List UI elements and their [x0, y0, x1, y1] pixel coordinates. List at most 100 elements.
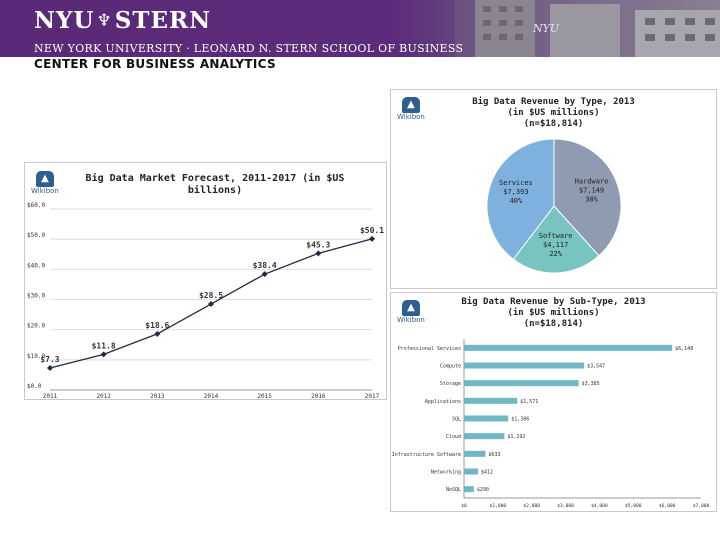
bar-5 — [464, 433, 505, 440]
bar-value-label-6: $633 — [488, 452, 500, 458]
bar-category-label-5: Cloud — [446, 434, 461, 440]
bar-xtick-label-7: $7,000 — [693, 503, 710, 509]
line-point-6 — [369, 235, 375, 242]
line-xtick-label-3: 2014 — [204, 393, 219, 399]
bar-xtick-label-3: $3,000 — [557, 503, 574, 509]
pie-chart-title: Big Data Revenue by Type, 2013 (in $US m… — [431, 97, 676, 130]
pie-title-line-3: (n=$18,814) — [523, 119, 584, 129]
line-xtick-label-0: 2011 — [43, 393, 58, 399]
pie-label-services-1: $7,393 — [503, 188, 528, 196]
bar-title-line-2: (in $US millions) — [507, 308, 600, 318]
line-data-label-5: $45.3 — [306, 240, 330, 249]
line-xtick-label-2: 2013 — [150, 393, 165, 399]
bar-1 — [464, 362, 585, 369]
line-xtick-label-5: 2016 — [311, 393, 326, 399]
pie-label-hardware-0: Hardware — [575, 178, 609, 186]
line-ytick-label-0: $0.0 — [27, 383, 42, 390]
line-point-1 — [100, 351, 107, 358]
bar-chart: $0 $1,000 $2,000 $3,000 $4,000 $5,000 $6,000 $7… — [392, 339, 710, 509]
line-data-label-0: $7.3 — [40, 355, 59, 364]
bar-title-line-1: Big Data Revenue by Sub-Type, 2013 — [461, 297, 646, 307]
line-data-label-4: $38.4 — [253, 261, 277, 270]
wikibon-icon: ▲ — [35, 171, 54, 187]
wikibon-label: Wikibon — [31, 187, 59, 195]
pie-label-software-0: Software — [539, 232, 573, 240]
bar-title-line-3: (n=$18,814) — [523, 319, 584, 329]
bar-value-label-0: $6,148 — [675, 346, 693, 352]
line-ytick-label-4: $40.0 — [27, 262, 45, 269]
pie-title-line-1: Big Data Revenue by Type, 2013 — [472, 97, 635, 107]
center-name: CENTER FOR BUSINESS ANALYTICS — [34, 57, 276, 71]
bar-category-label-4: SQL — [452, 417, 461, 423]
bar-xtick-label-4: $4,000 — [591, 503, 608, 509]
bar-6 — [464, 450, 486, 457]
pie-slice-hardware — [553, 138, 622, 257]
line-xtick-label-1: 2012 — [96, 393, 111, 399]
wikibon-label-2: Wikibon — [397, 113, 425, 121]
building-photo — [455, 0, 720, 57]
pie-label-hardware-2: 38% — [585, 196, 598, 204]
bar-category-label-2: Storage — [440, 381, 461, 387]
wikibon-logo: ▲ Wikibon — [31, 171, 59, 195]
bar-chart-panel: ▲ Wikibon Big Data Revenue by Sub-Type, … — [390, 292, 717, 512]
building-sign: NYU — [533, 22, 560, 35]
line-data-label-6: $50.1 — [360, 226, 384, 235]
bar-value-label-4: $1,306 — [511, 417, 529, 423]
bar-3 — [464, 397, 518, 404]
line-ytick-label-5: $50.0 — [27, 232, 45, 239]
line-data-label-2: $18.6 — [145, 321, 169, 330]
bar-0 — [464, 344, 673, 351]
pie-label-software-1: $4,117 — [543, 241, 568, 249]
bar-8 — [464, 486, 474, 493]
wikibon-label-3: Wikibon — [397, 316, 425, 324]
line-point-0 — [47, 364, 53, 371]
line-title-line-2: billions) — [187, 185, 243, 196]
bar-xtick-label-0: $0 — [461, 503, 467, 509]
line-point-2 — [154, 330, 161, 337]
line-xtick-label-6: 2017 — [365, 393, 380, 399]
bar-chart-title: Big Data Revenue by Sub-Type, 2013 (in $… — [431, 297, 676, 330]
bar-xtick-label-1: $1,000 — [490, 503, 507, 509]
bar-value-label-8: $290 — [477, 487, 489, 493]
bar-value-label-7: $412 — [481, 470, 493, 476]
pie-slice-services — [486, 138, 555, 260]
bar-2 — [464, 380, 579, 387]
bar-value-label-5: $1,192 — [507, 434, 525, 440]
bar-category-label-8: NoSQL — [446, 487, 461, 493]
wikibon-icon-2: ▲ — [401, 97, 420, 113]
bar-4 — [464, 415, 509, 422]
brand-left: NYU — [34, 7, 95, 34]
bar-xtick-label-6: $6,000 — [659, 503, 676, 509]
line-ytick-label-1: $10.0 — [27, 353, 45, 360]
bar-value-label-1: $3,547 — [587, 364, 605, 370]
bar-category-label-1: Compute — [440, 364, 461, 370]
bar-category-label-6: Infrastructure Software — [392, 452, 461, 458]
bar-value-label-3: $1,571 — [520, 399, 538, 405]
wikibon-icon-3: ▲ — [401, 300, 420, 316]
brand-right: STERN — [114, 7, 212, 34]
line-ytick-label-2: $20.0 — [27, 323, 45, 330]
pie-label-software-2: 22% — [549, 250, 562, 258]
header-banner: NYU ♆STERN NEW YORK UNIVERSITY · LEONARD … — [0, 0, 720, 57]
pie-label-hardware-1: $7,149 — [579, 187, 604, 195]
bar-7 — [464, 468, 478, 475]
line-ytick-label-6: $60.0 — [27, 202, 45, 209]
wikibon-logo-3: ▲ Wikibon — [397, 300, 425, 324]
line-xtick-label-4: 2015 — [257, 393, 272, 399]
bar-category-label-3: Applications — [425, 399, 461, 405]
line-point-3 — [208, 301, 214, 308]
pie-slice-software — [512, 205, 600, 274]
bar-category-label-7: Networking — [431, 470, 461, 476]
line-chart-panel: ▲ Wikibon Big Data Market Forecast, 2011… — [24, 162, 387, 400]
pie-label-services-2: 40% — [510, 197, 523, 205]
line-chart: $0.0 $10.0 $20.0 $30.0 $40.0 $50.0 $60.0 2011 20… — [27, 202, 384, 399]
line-point-4 — [261, 271, 268, 278]
pie-title-line-2: (in $US millions) — [507, 108, 600, 118]
line-data-label-3: $28.5 — [199, 291, 223, 300]
line-chart-title: Big Data Market Forecast, 2011-2017 (in … — [65, 173, 365, 197]
torch-icon: ♆ — [96, 11, 113, 31]
school-line: NEW YORK UNIVERSITY · LEONARD N. STERN S… — [34, 42, 464, 55]
wikibon-logo-2: ▲ Wikibon — [397, 97, 425, 121]
line-data-label-1: $11.8 — [92, 341, 116, 350]
